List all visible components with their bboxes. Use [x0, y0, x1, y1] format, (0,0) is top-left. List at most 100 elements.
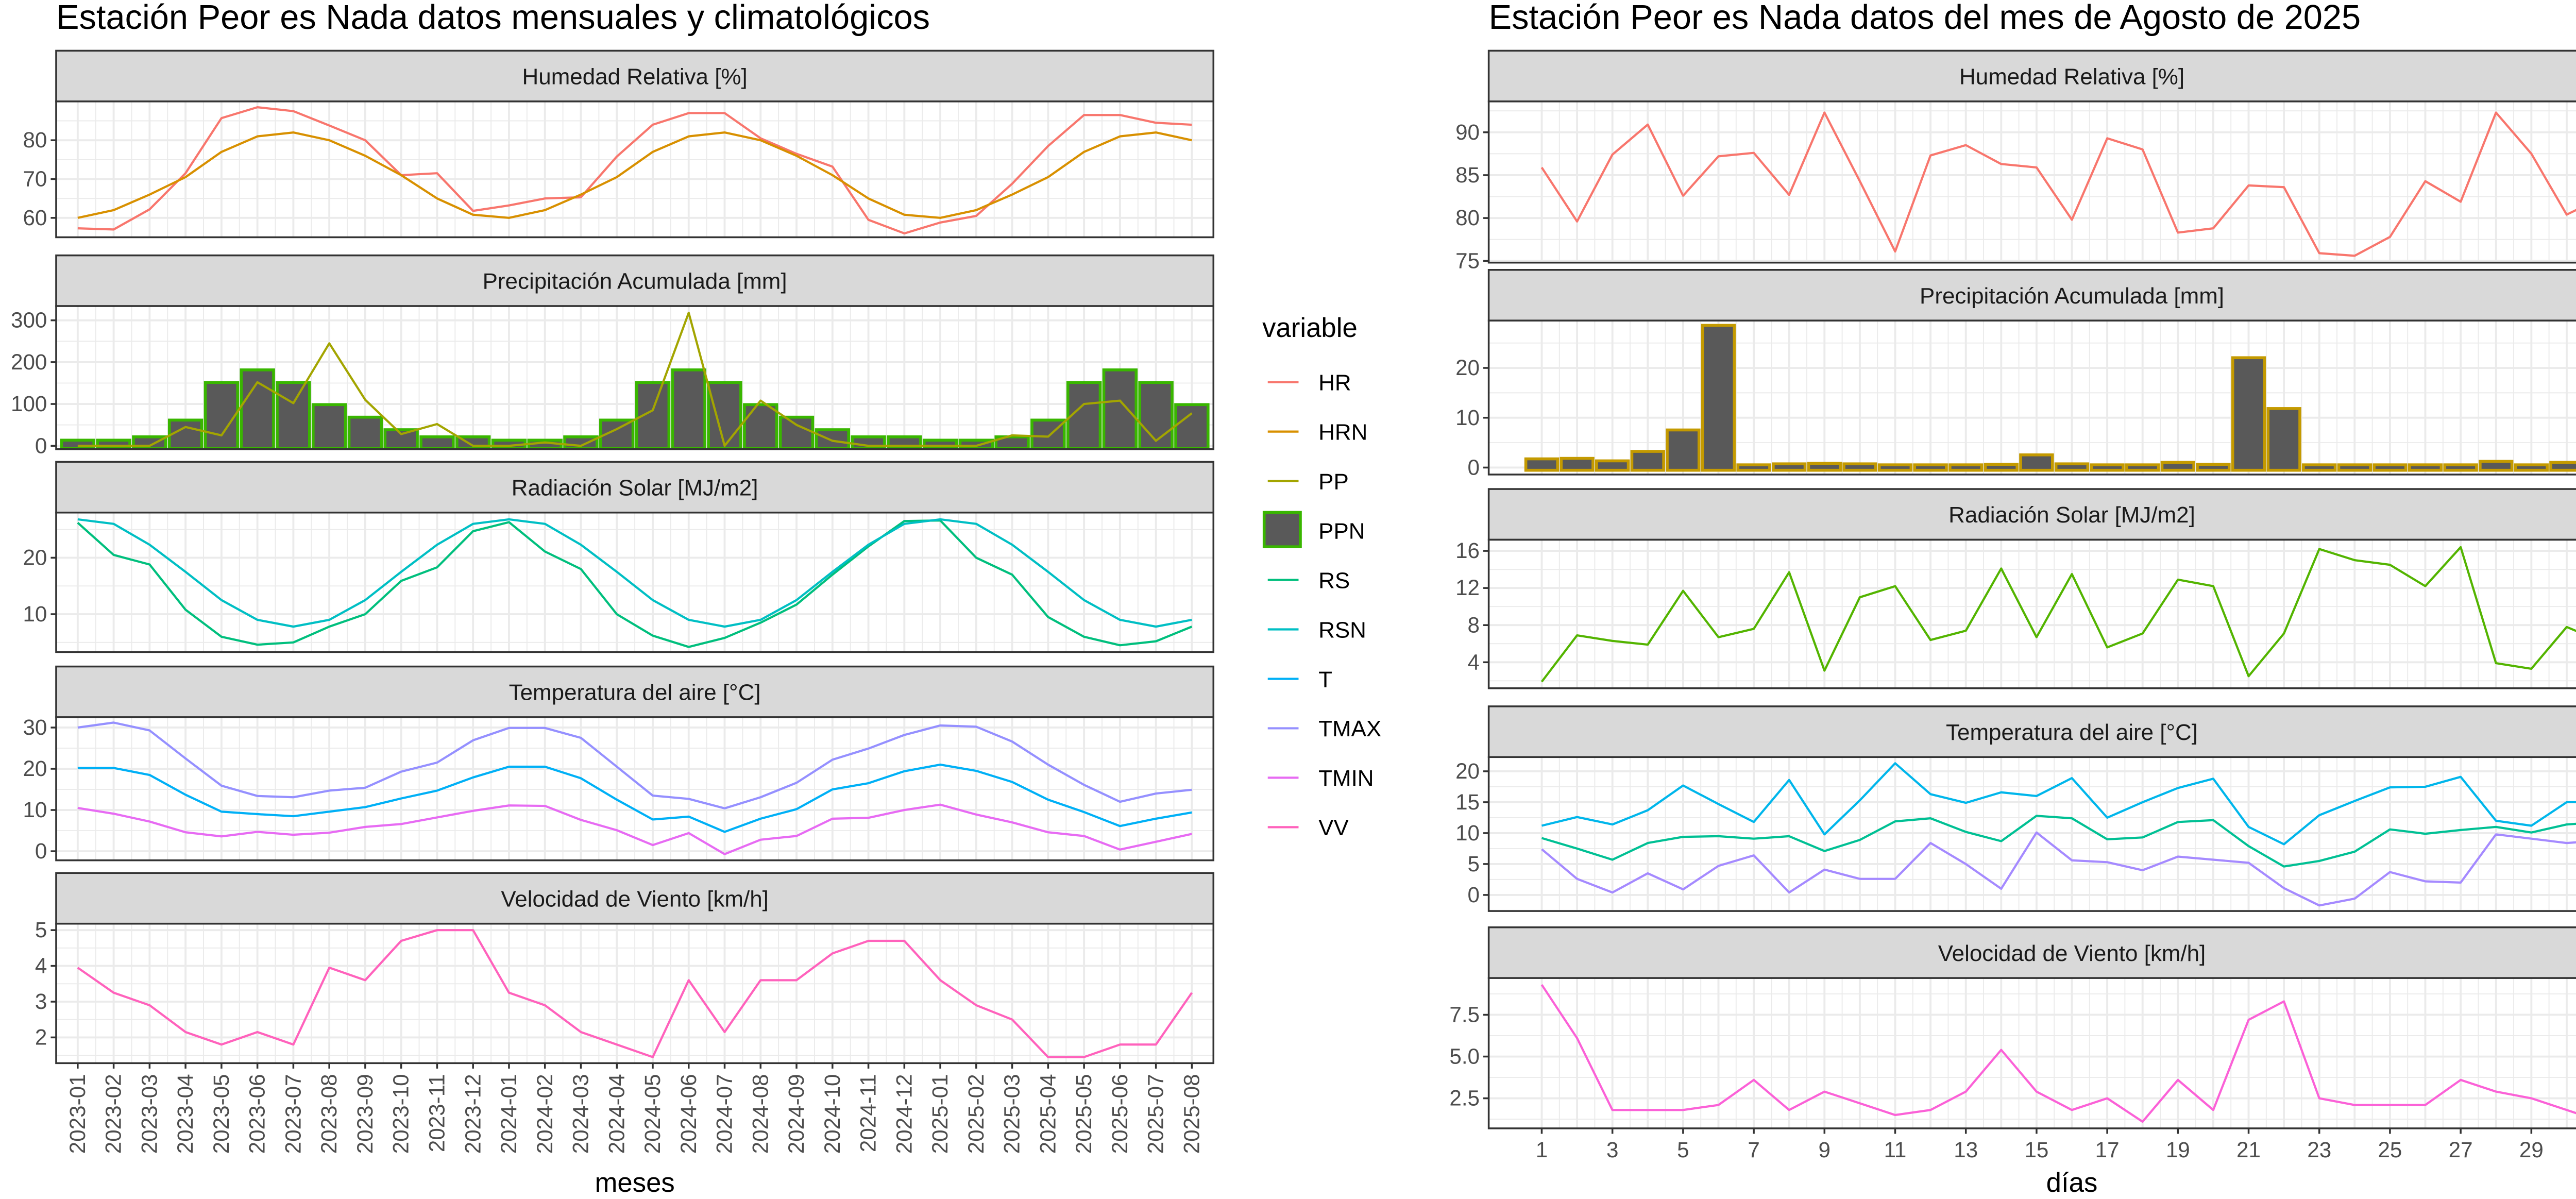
y-tick-label: 10: [1455, 406, 1480, 430]
legend-label: TMAX: [1318, 716, 1381, 741]
line-pp: [77, 311, 1193, 447]
x-tick-label: 2023-01: [65, 1074, 90, 1154]
bar-pp: [1807, 462, 1842, 472]
series-vv: [1540, 984, 2576, 1123]
bar-pp: [1948, 463, 1984, 472]
legend-item-rs: RS: [1267, 568, 1350, 593]
panel-strip: [55, 665, 1215, 718]
y-tick-label: 20: [23, 546, 47, 570]
line-tmin: [77, 803, 1192, 855]
x-tick-label: 29: [2519, 1138, 2544, 1162]
y-tick-label: 80: [1455, 206, 1480, 230]
x-tick-label: 23: [2307, 1138, 2331, 1162]
bar-ppn: [1030, 418, 1066, 450]
y-tick-label: 20: [1455, 759, 1480, 783]
x-tick-label: 2024-04: [604, 1074, 629, 1154]
x-tick-label: 7: [1748, 1138, 1759, 1162]
panel-3: Radiación Solar [MJ/m2] 4 8 12 16: [1455, 488, 2576, 689]
line-vv: [77, 929, 1193, 1058]
x-tick-label: 2023-04: [173, 1074, 197, 1154]
bar-pp: [1772, 462, 1807, 472]
bar-pp: [1736, 463, 1771, 472]
bar-pp: [2054, 462, 2090, 472]
line-tmax: [77, 721, 1192, 809]
y-tick-label: 30: [23, 715, 47, 739]
y-tick-label: 75: [1455, 248, 1480, 273]
bar-pp: [1630, 450, 1665, 472]
legend-label: PPN: [1318, 518, 1365, 544]
panel-2: Precipitación Acumulada [mm] 0 10 20: [1455, 268, 2576, 479]
panel-strip: [55, 872, 1215, 925]
y-tick-label: 8: [1468, 613, 1480, 637]
y-tick-label: 16: [1455, 538, 1480, 563]
panel-background: [1488, 101, 2576, 263]
panel-border: [1487, 756, 2576, 912]
legend-item-rsn: RSN: [1267, 617, 1366, 643]
bar-ppn: [204, 381, 240, 450]
bar-pp: [2443, 463, 2478, 472]
y-tick-label: 100: [11, 392, 47, 416]
x-tick-label: 2024-09: [784, 1074, 808, 1154]
x-tick-label: 2025-04: [1036, 1074, 1060, 1154]
bar-pp: [2549, 461, 2576, 472]
panel-5: Velocidad de Viento [km/h] 2 3 4 5 2023-01 202…: [35, 872, 1215, 1154]
y-tick-label: 3: [35, 989, 47, 1014]
legend-title: variable: [1262, 313, 1358, 343]
daily-chart: Estación Peor es Nada datos del mes de A…: [1449, 0, 2576, 1198]
panel-strip-label: Humedad Relativa [%]: [1959, 64, 2184, 89]
panel-border: [55, 716, 1215, 862]
panel-strip: [1487, 49, 2576, 103]
x-tick-label: 3: [1606, 1138, 1618, 1162]
panel-border: [1487, 538, 2576, 689]
panel-3: Radiación Solar [MJ/m2] 10 20: [23, 461, 1215, 653]
legend-label: HR: [1318, 370, 1351, 396]
y-tick-label: 60: [23, 206, 47, 230]
y-tick-label: 12: [1455, 576, 1480, 600]
y-tick-label: 10: [1455, 821, 1480, 845]
x-tick-label: 2023-10: [389, 1074, 413, 1154]
bar-ppn: [707, 381, 742, 450]
series-pp: [77, 311, 1193, 447]
y-tick-label: 5: [1468, 852, 1480, 876]
legend-item-tmin: TMIN: [1267, 766, 1374, 791]
x-tick-label: 2023-02: [101, 1074, 126, 1154]
x-axis-title: días: [2046, 1168, 2098, 1198]
x-tick-label: 2024-02: [533, 1074, 557, 1154]
x-tick-label: 2024-11: [856, 1074, 880, 1152]
bar-pp: [2408, 463, 2443, 472]
bar-pp: [2337, 463, 2372, 472]
panel-strip-label: Precipitación Acumulada [mm]: [483, 269, 787, 294]
x-tick-label: 2025-03: [1000, 1074, 1024, 1154]
panel-strip: [1487, 488, 2576, 541]
bar-pp: [2266, 407, 2301, 472]
monthly-chart: Estación Peor es Nada datos mensuales y …: [11, 0, 1381, 1198]
x-tick-label: 13: [1954, 1138, 1978, 1162]
x-tick-label: 2025-01: [928, 1074, 952, 1154]
x-tick-label: 19: [2166, 1138, 2190, 1162]
y-tick-label: 5.0: [1449, 1044, 1480, 1069]
x-tick-label: 9: [1819, 1138, 1831, 1162]
bar-pp: [1701, 324, 1736, 472]
series-rs: [1540, 546, 2576, 683]
bar-pp: [2372, 463, 2408, 472]
panel-strip-label: Velocidad de Viento [km/h]: [501, 886, 768, 911]
panel-strip: [1487, 705, 2576, 758]
bar-ppn: [1138, 381, 1174, 450]
bar-ppn: [922, 438, 958, 450]
panel-background: [1488, 539, 2576, 688]
bar-ppn: [815, 428, 851, 450]
series-pp: [1524, 324, 2576, 472]
line-hr: [77, 106, 1192, 235]
x-tick-label: 2025-02: [964, 1074, 988, 1154]
y-tick-label: 20: [23, 756, 47, 781]
legend-item-tmax: TMAX: [1267, 716, 1381, 741]
legend-label: HRN: [1318, 419, 1367, 445]
y-tick-label: 0: [35, 839, 47, 863]
legend-label: T: [1318, 667, 1332, 692]
x-tick-label: 2023-05: [209, 1074, 233, 1154]
bar-pp: [2160, 461, 2195, 472]
bar-ppn: [671, 368, 706, 450]
legend-item-vv: VV: [1267, 815, 1349, 840]
bar-ppn: [311, 403, 347, 450]
